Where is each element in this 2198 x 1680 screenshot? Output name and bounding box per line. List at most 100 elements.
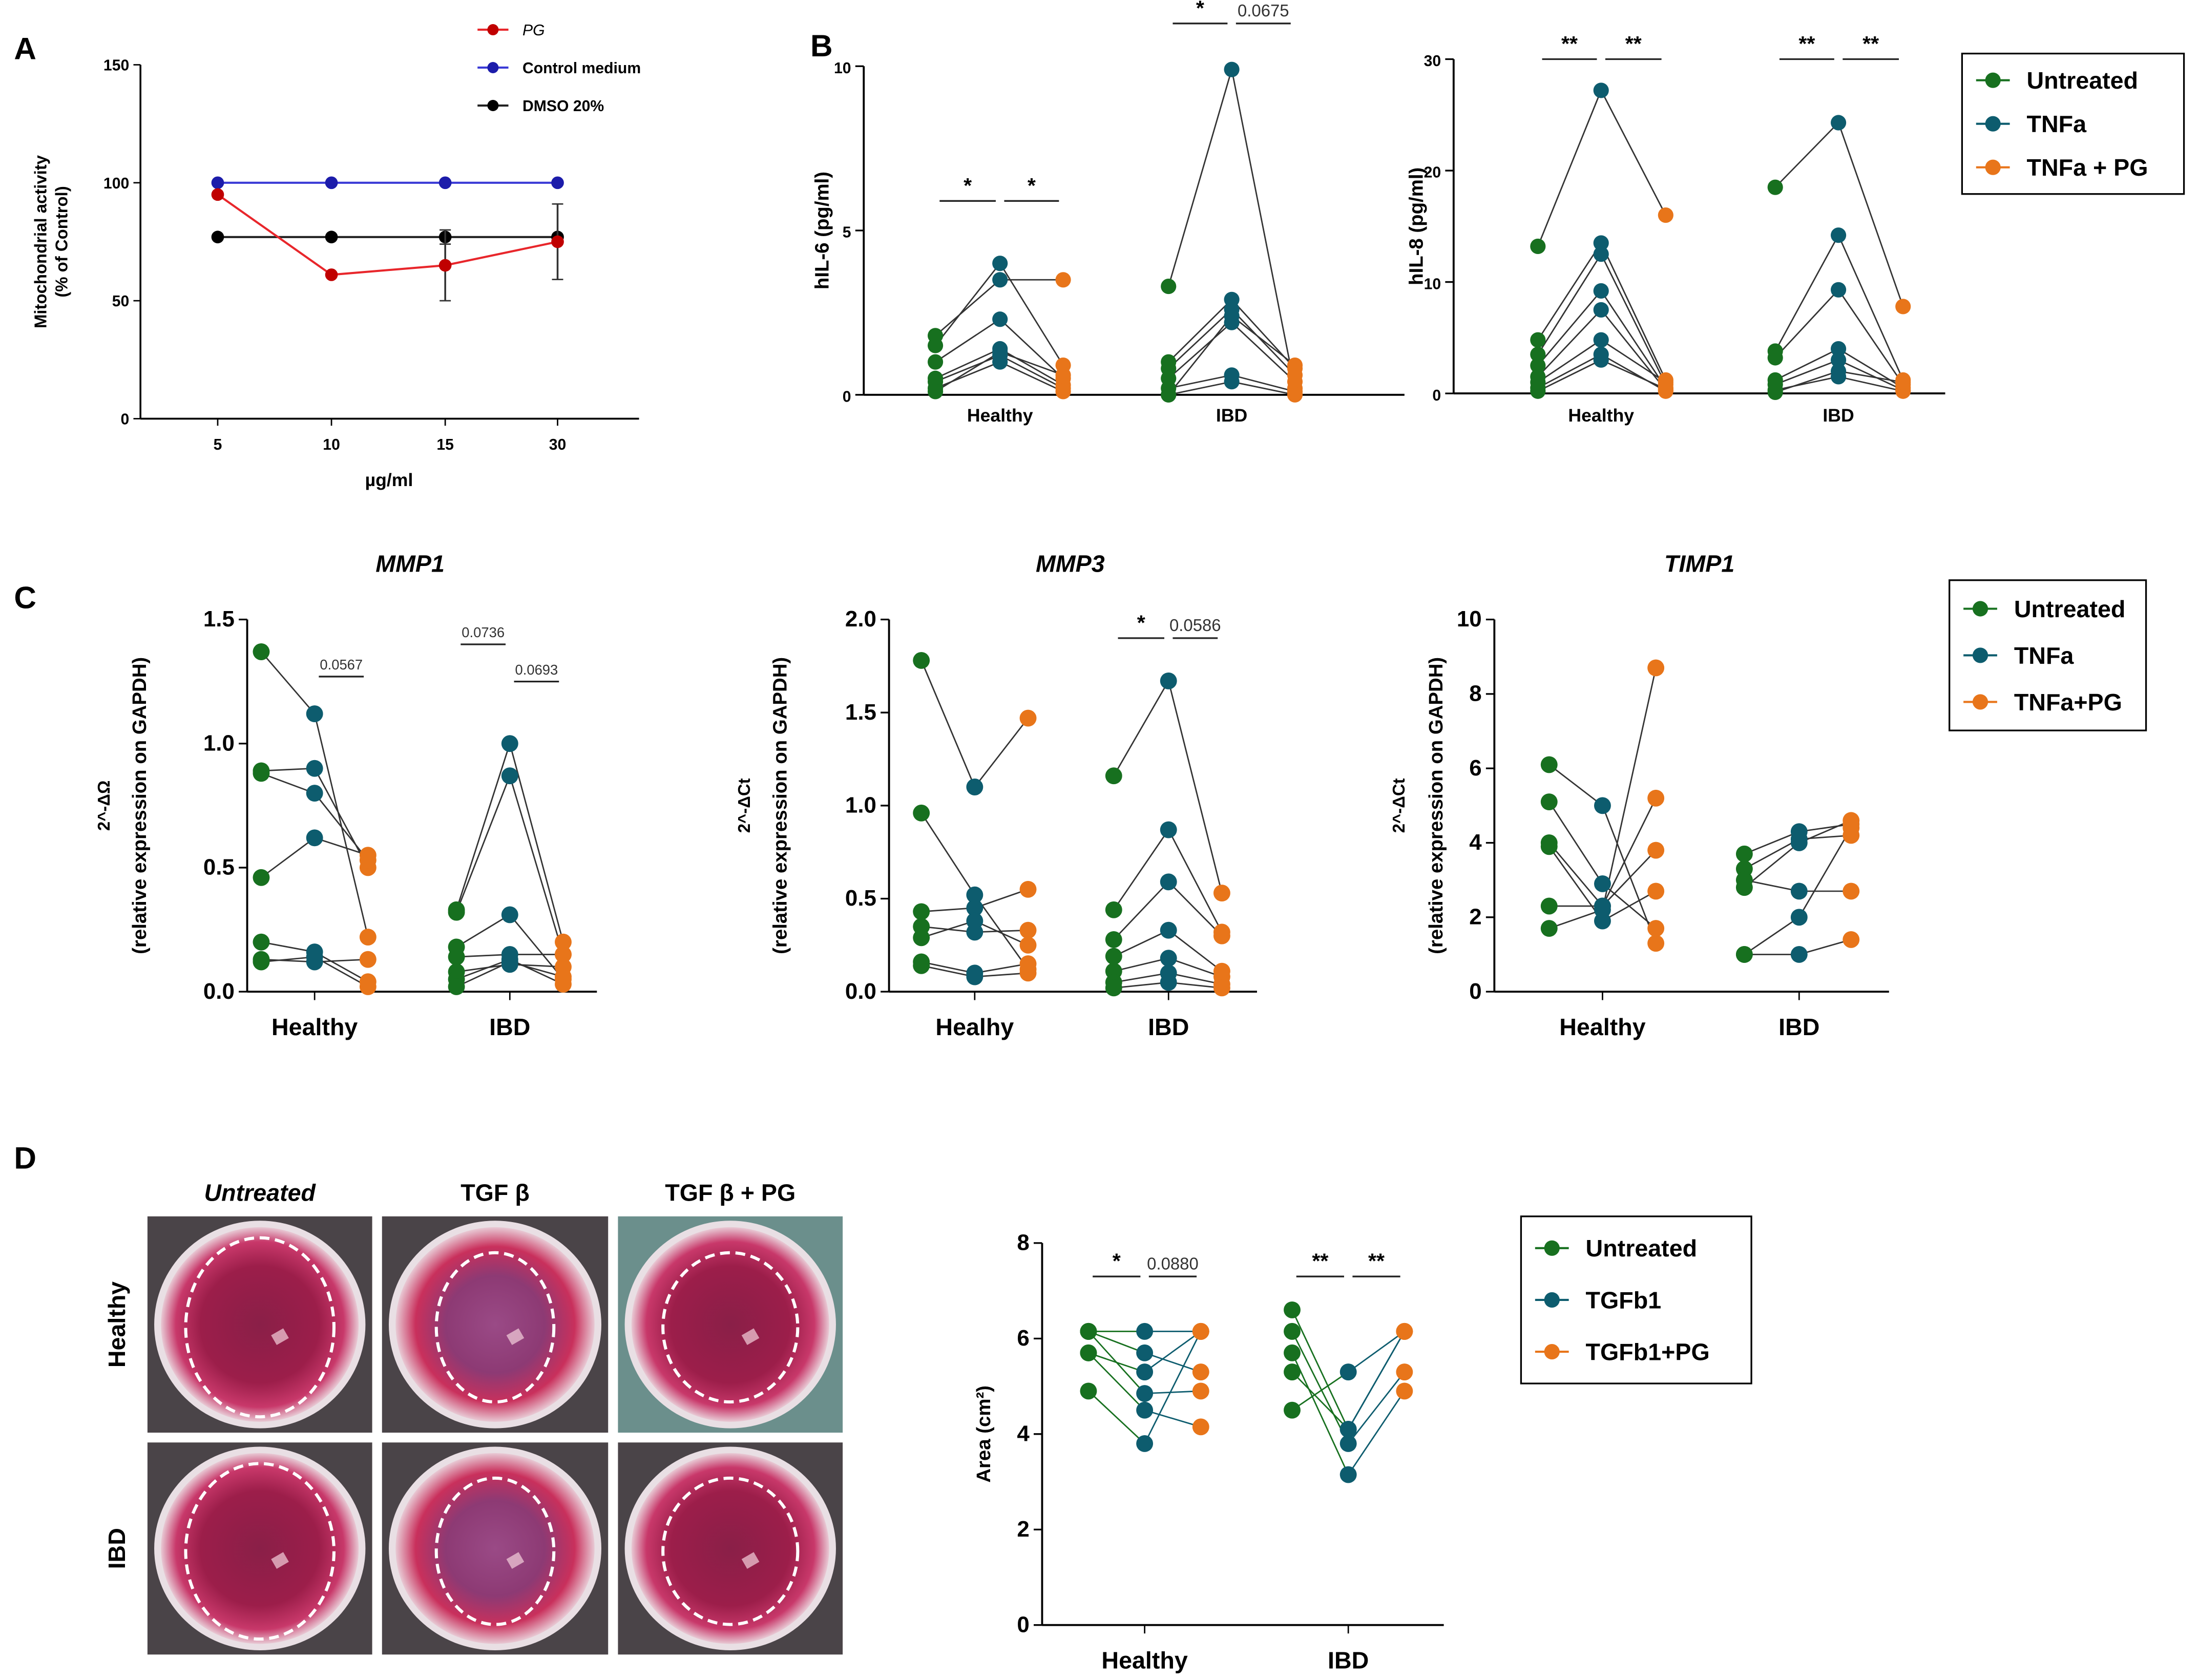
significance-label: * [1113, 1249, 1121, 1273]
donor-pair-line [1231, 315, 1295, 366]
donor-pair-line [1744, 916, 1800, 955]
chart-mitochondrial-activity: 0 50 100 150 5 10 15 30 µg/ml Mitochondrial activ… [31, 22, 641, 490]
data-point [927, 338, 944, 353]
donor-pair-line [1088, 1331, 1145, 1354]
legend-marker [487, 24, 499, 35]
significance-label: * [1028, 174, 1036, 197]
donor-pair-line [974, 920, 1029, 946]
y-axis-label: hIL-8 (pg/ml) [1405, 167, 1427, 285]
column-label: TGF β + PG [665, 1180, 796, 1206]
data-point [1224, 374, 1240, 390]
data-point [1647, 883, 1665, 900]
data-point [438, 176, 452, 190]
chart-mmp3: 0.0 0.5 1.0 1.5 2.0 2^-ΔCt (relative expressio… [735, 550, 1257, 1040]
data-point [992, 272, 1008, 288]
donor-pair-line [999, 348, 1064, 386]
donor-pair-line [921, 961, 975, 974]
y-tick-label: 50 [112, 293, 130, 310]
donor-pair-line [935, 279, 1001, 337]
donor-pair-line [1231, 381, 1295, 396]
data-point [1287, 358, 1303, 373]
donor-pair-line [1537, 339, 1602, 383]
y-tick-label: 1.0 [203, 730, 235, 755]
legend-marker [1972, 601, 1988, 617]
donor-pair-line [261, 837, 315, 878]
well-photo [147, 1216, 372, 1433]
data-point [1593, 332, 1609, 348]
significance-label: 0.0880 [1147, 1254, 1199, 1273]
significance-label: * [1137, 611, 1145, 634]
donor-pair-line [999, 319, 1064, 379]
data-point [1160, 950, 1177, 967]
y-axis-label: (% of Control) [52, 186, 71, 297]
donor-pair-line [1537, 242, 1602, 341]
data-point [927, 384, 944, 400]
data-point [1136, 1344, 1154, 1361]
data-point [1192, 1363, 1209, 1381]
donor-pair-line [999, 354, 1064, 389]
data-point [1019, 921, 1037, 939]
data-point [1593, 352, 1609, 368]
legend-label: DMSO 20% [522, 98, 604, 115]
data-point [1284, 1363, 1301, 1381]
panel-letter-d: D [14, 1141, 36, 1175]
y-axis-label: 2^-ΔCt [735, 778, 753, 833]
donor-pair-line [1600, 339, 1666, 383]
legend-label: Untreated [1586, 1235, 1698, 1262]
data-point [1105, 901, 1122, 918]
chart-mmp1: 0.0 0.5 1.0 1.5 2^-ΔΩ (relative expression on… [94, 550, 597, 1040]
donor-pair-line [261, 767, 315, 772]
data-point [253, 953, 270, 971]
data-point [1213, 885, 1230, 902]
legend-marker [1985, 159, 2001, 175]
data-point [1136, 1401, 1154, 1419]
cell-area-outline [661, 1251, 800, 1404]
y-axis-label: Mitochondrial activity [31, 155, 50, 328]
donor-pair-line [1168, 957, 1222, 978]
glare [271, 1328, 289, 1346]
well [631, 1227, 829, 1422]
donor-pair-line [974, 894, 1029, 970]
data-point [1019, 709, 1037, 727]
data-point [1647, 659, 1665, 677]
donor-pair-line [974, 718, 1029, 788]
x-tick-label: 15 [436, 436, 454, 453]
donor-pair-line [1600, 242, 1667, 381]
donor-pair-line [921, 920, 975, 939]
donor-pair-line [1168, 381, 1232, 396]
donor-pair-line [1744, 879, 1799, 892]
panel-letter-a: A [14, 31, 36, 66]
donor-pair-line [1347, 1331, 1406, 1430]
y-tick-label: 5 [843, 224, 851, 241]
significance-label: ** [1798, 32, 1815, 55]
data-point [1396, 1322, 1413, 1340]
data-point [1224, 308, 1240, 324]
data-point [1831, 341, 1847, 357]
donor-pair-line [1168, 829, 1223, 933]
data-point [992, 311, 1008, 327]
data-point [1540, 920, 1558, 937]
data-point [992, 256, 1008, 271]
data-point [1136, 1385, 1154, 1402]
data-point [1767, 350, 1783, 366]
donor-pair-line [1775, 370, 1839, 393]
donor-pair-line [1601, 359, 1666, 390]
data-point [501, 953, 518, 971]
legend-label: PG [522, 22, 545, 39]
data-point [551, 235, 564, 248]
donor-pair-line [455, 743, 511, 910]
donor-pair-line [974, 963, 1029, 974]
donor-pair-line [1798, 939, 1852, 955]
data-point [325, 268, 338, 281]
donor-pair-line [261, 958, 315, 963]
x-group-label: IBD [1778, 1014, 1819, 1040]
donor-pair-line [1168, 299, 1232, 363]
donor-pair-line [999, 351, 1064, 376]
donor-pair-line [1291, 1309, 1349, 1430]
data-point [1530, 238, 1546, 255]
data-point [966, 912, 983, 930]
data-point [359, 929, 376, 946]
data-point [211, 176, 224, 190]
legend-label: TNFa+PG [2014, 689, 2122, 716]
data-point [325, 230, 338, 244]
